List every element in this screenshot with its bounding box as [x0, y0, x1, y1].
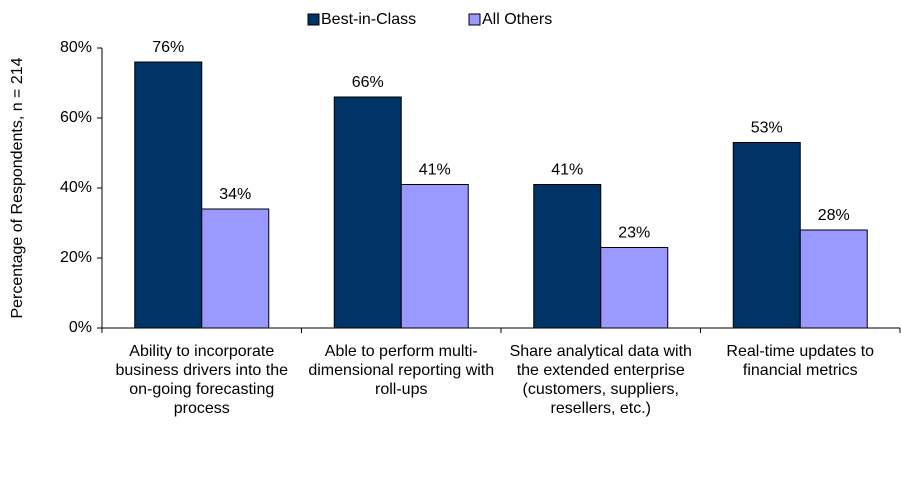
value-label: 41%	[551, 162, 583, 179]
x-tick-label: Able to perform multi-dimensional report…	[308, 343, 495, 398]
bar	[533, 184, 602, 329]
value-label: 28%	[818, 207, 850, 224]
value-label: 41%	[419, 162, 451, 179]
bar	[600, 247, 669, 329]
bar	[333, 96, 402, 329]
legend-label: Best-in-Class	[321, 11, 416, 28]
legend-label: All Others	[482, 11, 552, 28]
bar	[799, 229, 868, 329]
y-tick-label: 80%	[60, 39, 92, 56]
bar	[201, 208, 270, 329]
x-tick-label: Real-time updates to financial metrics	[726, 343, 875, 379]
legend-swatch	[468, 13, 481, 26]
bar	[134, 61, 203, 329]
y-tick-label: 40%	[60, 179, 92, 196]
y-tick-label: 60%	[60, 109, 92, 126]
value-label: 76%	[152, 39, 184, 56]
legend-swatch	[307, 13, 320, 26]
y-axis-label: Percentage of Respondents, n = 214	[9, 57, 26, 318]
x-tick-label: Share analytical data with the extended …	[509, 343, 692, 417]
y-tick-label: 0%	[69, 319, 92, 336]
x-tick-label: Ability to incorporate business drivers …	[115, 343, 289, 417]
value-label: 53%	[751, 120, 783, 137]
y-tick-label: 20%	[60, 249, 92, 266]
bar	[400, 184, 469, 329]
value-label: 34%	[219, 186, 251, 203]
bar	[732, 142, 801, 329]
value-label: 66%	[352, 74, 384, 91]
value-label: 23%	[618, 225, 650, 242]
